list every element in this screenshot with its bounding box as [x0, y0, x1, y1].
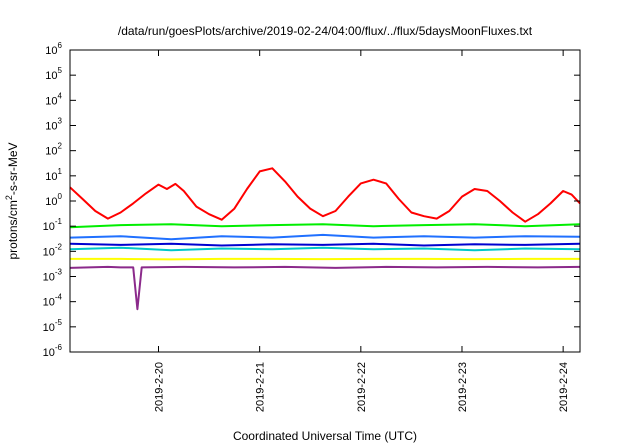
- y-tick-label: 10-3: [43, 268, 63, 284]
- y-tick-base: 10: [45, 196, 57, 208]
- series-line-2: [69, 223, 581, 229]
- y-tick-label: 100: [45, 192, 62, 208]
- y-tick-exp: -4: [55, 293, 63, 302]
- y-tick-base: 10: [43, 272, 55, 284]
- y-axis-label-a: protons/cm: [6, 200, 20, 259]
- series-line-7: [69, 265, 581, 311]
- y-tick-label: 102: [45, 142, 62, 158]
- y-tick-label: 106: [45, 41, 62, 57]
- plot-frame: [69, 49, 581, 353]
- x-tick-label: 2019-2-20: [154, 362, 166, 412]
- y-tick-base: 10: [43, 347, 55, 359]
- x-tick-label: 2019-2-22: [356, 362, 368, 412]
- series-line-1: [69, 167, 581, 223]
- y-tick-exp: 4: [58, 91, 63, 100]
- x-axis: 2019-2-20 2019-2-21 2019-2-22 2019-2-23 2019…: [154, 50, 570, 412]
- y-tick-base: 10: [45, 171, 57, 183]
- chart-title: /data/run/goesPlots/archive/2019-02-24/0…: [118, 24, 533, 38]
- series-line-3: [69, 246, 581, 252]
- y-tick-exp: 3: [58, 117, 63, 126]
- y-tick-exp: -3: [55, 268, 63, 277]
- y-tick-exp: -2: [55, 242, 63, 251]
- y-tick-label: 10-1: [43, 217, 63, 233]
- y-tick-exp: 2: [58, 142, 63, 151]
- y-axis-label-sup: 2: [4, 195, 14, 200]
- y-tick-base: 10: [45, 95, 57, 107]
- y-tick-base: 10: [45, 45, 57, 57]
- y-tick-base: 10: [45, 146, 57, 158]
- y-axis: 10-610-510-410-310-210-11001011021031041…: [43, 41, 580, 359]
- y-tick-label: 10-2: [43, 242, 63, 258]
- y-tick-exp: -5: [55, 318, 63, 327]
- y-tick-exp: -1: [55, 217, 63, 226]
- x-tick-label: 2019-2-23: [457, 362, 469, 412]
- y-tick-base: 10: [43, 322, 55, 334]
- series-line-4: [69, 233, 581, 241]
- series-layer: [69, 167, 581, 311]
- y-tick-label: 10-4: [43, 293, 63, 309]
- y-tick-label: 103: [45, 117, 62, 133]
- y-tick-exp: 1: [58, 167, 63, 176]
- y-tick-base: 10: [45, 121, 57, 133]
- y-tick-base: 10: [43, 221, 55, 233]
- y-tick-base: 10: [43, 246, 55, 258]
- y-tick-exp: 0: [58, 192, 63, 201]
- y-tick-base: 10: [45, 70, 57, 82]
- series-line-6: [70, 257, 580, 261]
- series-line-5: [69, 242, 581, 247]
- y-tick-label: 101: [45, 167, 62, 183]
- y-axis-label-b: -s-sr-MeV: [6, 142, 20, 195]
- x-tick-label: 2019-2-21: [255, 362, 267, 412]
- y-axis-label: protons/cm2-s-sr-MeV: [4, 142, 20, 259]
- y-tick-exp: 6: [58, 41, 63, 50]
- x-axis-label: Coordinated Universal Time (UTC): [233, 429, 417, 443]
- y-tick-base: 10: [43, 297, 55, 309]
- y-tick-label: 10-6: [43, 343, 63, 359]
- y-tick-label: 105: [45, 66, 62, 82]
- y-tick-label: 10-5: [43, 318, 63, 334]
- y-tick-exp: -6: [55, 343, 63, 352]
- y-tick-label: 104: [45, 91, 62, 107]
- x-tick-label: 2019-2-24: [558, 362, 570, 412]
- y-tick-exp: 5: [58, 66, 63, 75]
